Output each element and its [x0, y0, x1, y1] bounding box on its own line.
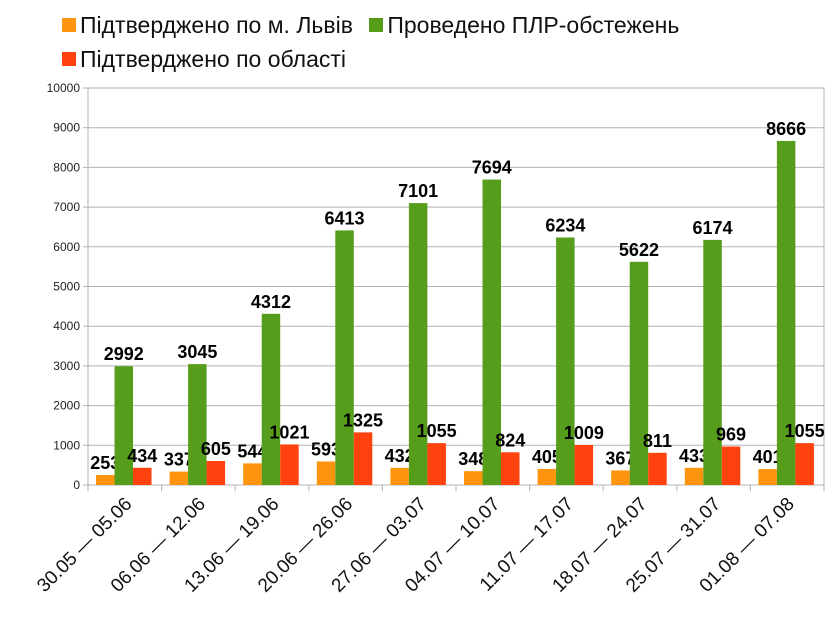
data-label: 605 — [201, 439, 231, 459]
bar — [556, 237, 575, 485]
y-tick-label: 6000 — [53, 240, 80, 254]
legend-label: Підтверджено по м. Львів — [80, 11, 353, 38]
bar — [648, 452, 667, 485]
bar — [335, 230, 354, 485]
data-label: 969 — [716, 425, 746, 445]
bar — [795, 443, 814, 485]
y-tick-label: 9000 — [53, 121, 80, 135]
data-label: 253 — [90, 453, 120, 473]
y-tick-label: 0 — [73, 478, 80, 492]
data-label: 6234 — [545, 216, 585, 236]
bar — [464, 471, 483, 485]
data-label: 6174 — [693, 218, 733, 238]
data-label: 1055 — [417, 421, 457, 441]
bar — [427, 443, 446, 485]
legend-item-region: Підтверджено по області — [62, 42, 346, 76]
bar — [390, 467, 409, 485]
legend-item-lviv: Підтверджено по м. Львів — [62, 8, 353, 42]
data-label: 434 — [127, 446, 157, 466]
bar — [721, 446, 741, 485]
data-label: 2992 — [104, 344, 144, 364]
y-tick-label: 7000 — [53, 200, 80, 214]
data-label: 348 — [458, 449, 488, 469]
bar — [574, 444, 594, 485]
legend-swatch-red — [62, 52, 76, 66]
data-label: 432 — [385, 446, 415, 466]
bar — [206, 460, 226, 485]
bar — [629, 261, 649, 485]
data-label: 1055 — [785, 421, 825, 441]
data-label: 3045 — [177, 342, 217, 362]
data-label: 1009 — [564, 423, 604, 443]
bar — [482, 179, 501, 485]
y-tick-label: 4000 — [53, 319, 80, 333]
bar — [316, 461, 336, 485]
data-label: 593 — [311, 439, 341, 459]
bar — [188, 364, 207, 485]
legend-swatch-green — [369, 18, 384, 32]
data-label: 1021 — [269, 422, 309, 442]
y-tick-label: 5000 — [53, 280, 80, 294]
data-label: 7101 — [398, 181, 438, 201]
data-label: 6413 — [325, 208, 365, 228]
bar — [133, 467, 152, 485]
bar — [684, 467, 704, 485]
data-label: 367 — [605, 448, 635, 468]
data-label: 4312 — [251, 292, 291, 312]
legend-label: Підтверджено по області — [80, 45, 347, 72]
y-tick-label: 2000 — [53, 399, 80, 413]
bar — [114, 366, 133, 485]
data-label: 5622 — [619, 240, 659, 260]
bar — [169, 471, 189, 485]
data-label: 405 — [532, 447, 562, 467]
data-label: 433 — [679, 446, 709, 466]
data-label: 401 — [753, 447, 783, 467]
bar — [243, 463, 262, 485]
y-tick-label: 3000 — [53, 359, 80, 373]
y-tick-label: 10000 — [47, 81, 81, 95]
bar — [611, 470, 630, 485]
bar — [408, 203, 428, 485]
bar — [261, 313, 281, 485]
bar — [280, 444, 299, 485]
data-label: 544 — [237, 441, 267, 461]
bar — [96, 474, 115, 485]
y-tick-label: 8000 — [53, 160, 80, 174]
data-label: 824 — [495, 430, 525, 450]
data-label: 1325 — [343, 410, 383, 430]
data-label: 337 — [164, 450, 194, 470]
data-label: 7694 — [472, 158, 512, 178]
bar — [758, 469, 777, 485]
data-label: 811 — [643, 431, 672, 451]
bar — [353, 432, 373, 485]
legend-swatch-orange — [62, 18, 76, 32]
bar — [776, 140, 796, 486]
legend: Підтверджено по м. Львів Проведено ПЛР-о… — [62, 8, 782, 76]
legend-item-pcr: Проведено ПЛР-обстежень — [369, 8, 679, 42]
y-tick-label: 1000 — [53, 438, 80, 452]
legend-label: Проведено ПЛР-обстежень — [387, 11, 680, 38]
bar — [537, 468, 557, 485]
bar — [501, 452, 520, 485]
bar — [703, 239, 722, 485]
data-label: 8666 — [766, 119, 806, 139]
